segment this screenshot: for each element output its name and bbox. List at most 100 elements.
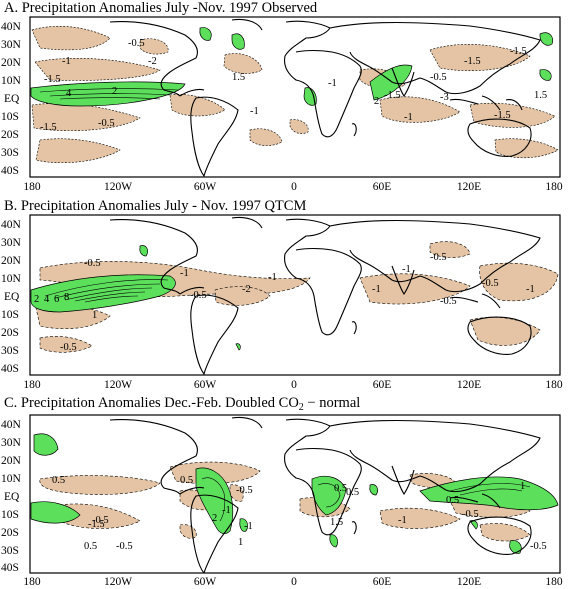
contour-label: 2 xyxy=(34,294,39,305)
lon-label: 120E xyxy=(457,576,481,588)
panel-c-coastlines xyxy=(109,416,541,573)
contour-label: -0.5 xyxy=(92,515,109,526)
contour-label: -1 xyxy=(244,521,253,532)
lat-label: 30N xyxy=(1,437,22,449)
contour-label: -1.5 xyxy=(44,74,61,85)
panel-b-lat-labels: 40N 30N 20N 10N EQ 10S 20S 30S 40S xyxy=(1,219,22,375)
contour-label: -1.5 xyxy=(494,110,511,121)
contour-label: -1 xyxy=(526,284,535,295)
contour-label: -1 xyxy=(250,106,259,117)
lat-label: 30N xyxy=(1,39,22,51)
contour-label: -0.5 xyxy=(236,485,253,496)
lat-label: 10N xyxy=(1,473,22,485)
panel-a-coastlines xyxy=(109,18,541,177)
lat-label: 20N xyxy=(1,455,22,467)
contour-label: 2 xyxy=(212,513,217,524)
panel-a-contour-labels: -0.5 -1.5 -1 -2 4 2 -0.5 -1.5 1.5 -1 -1 … xyxy=(40,38,547,133)
contour-label: -1 xyxy=(222,505,231,516)
lon-label: 120E xyxy=(457,181,481,193)
lon-label: 180 xyxy=(23,181,41,193)
contour-label: -1 xyxy=(268,272,277,283)
lat-label: 20N xyxy=(1,255,22,267)
panel-a: A. Precipitation Anomalies July -Nov. 19… xyxy=(0,0,570,196)
lon-label: 120W xyxy=(104,379,132,391)
contour-label: -1 xyxy=(62,56,71,67)
contour-label: 1.5 xyxy=(330,517,343,528)
contour-label: -1.5 xyxy=(384,90,401,101)
lat-label: 40S xyxy=(1,363,19,375)
lat-label: 30S xyxy=(1,345,19,357)
panel-c-positive-contours xyxy=(201,477,531,522)
lat-label: EQ xyxy=(4,291,20,303)
contour-label: 1.5 xyxy=(534,90,547,101)
lat-label: 30N xyxy=(1,237,22,249)
lon-label: 60W xyxy=(194,379,217,391)
panel-b-map: -0.5 -1 -0.5 -2 -1 -1 -0.5 -1 -0.5 -1 -0… xyxy=(1,214,563,391)
lat-label: 30S xyxy=(1,147,19,159)
lat-label: 40N xyxy=(1,21,22,33)
panel-c-lon-labels: 180 120W 60W 0 60E 120E 180 xyxy=(23,576,563,588)
contour-label: -0.5 xyxy=(128,38,145,49)
lon-label: 60E xyxy=(373,181,392,193)
contour-label: 2 xyxy=(112,86,117,97)
panel-c-map: 0.5 -0.5 -0.5 0.5 2 -1 -1 0.5 1.5 0.5 0.… xyxy=(1,414,563,588)
contour-label: 8 xyxy=(64,292,69,303)
panel-b-positive-contours xyxy=(44,279,169,303)
contour-label: 4 xyxy=(66,88,72,99)
panel-a-lat-labels: 40N 30N 20N 10N EQ 10S 20S 30S 40S xyxy=(1,21,22,177)
panel-c-title: C. Precipitation Anomalies Dec.-Feb. Dou… xyxy=(4,395,360,413)
lon-label: 180 xyxy=(545,576,563,588)
panel-c-lat-labels: 40N 30N 20N 10N EQ 10S 20S 30S 40S xyxy=(1,419,22,574)
contour-label: -1.5 xyxy=(510,46,527,57)
contour-label: -0.5 xyxy=(60,342,77,353)
panel-c: C. Precipitation Anomalies Dec.-Feb. Dou… xyxy=(0,395,570,589)
lon-label: 120E xyxy=(457,379,481,391)
lon-label: 180 xyxy=(23,576,41,588)
lat-label: 40S xyxy=(1,165,19,177)
lat-label: 10N xyxy=(1,273,22,285)
lat-label: 10S xyxy=(1,309,19,321)
contour-label: 1 xyxy=(92,310,97,321)
panel-c-title-main: C. Precipitation Anomalies Dec.-Feb. Dou… xyxy=(4,395,299,411)
panel-b-lon-labels: 180 120W 60W 0 60E 120E 180 xyxy=(23,379,563,391)
panel-a-positive-contours xyxy=(39,88,179,100)
contour-label: 0.5 xyxy=(52,475,65,486)
panel-a-lon-labels: 180 120W 60W 0 60E 120E 180 xyxy=(23,181,563,193)
contour-label: -0.5 xyxy=(482,278,499,289)
lat-label: 20S xyxy=(1,129,19,141)
lat-label: EQ xyxy=(4,93,20,105)
contour-label: 1 xyxy=(238,537,243,548)
contour-label: -2 xyxy=(148,56,157,67)
lat-label: 30S xyxy=(1,545,19,557)
lon-label: 60E xyxy=(373,379,392,391)
panel-b-title: B. Precipitation Anomalies July - Nov. 1… xyxy=(4,198,307,214)
contour-label: 0.5 xyxy=(84,541,97,552)
contour-label: -1 xyxy=(328,78,337,89)
contour-label: 0.5 xyxy=(334,483,347,494)
lat-label: 10S xyxy=(1,509,19,521)
contour-label: -1 xyxy=(398,515,407,526)
lon-label: 120W xyxy=(104,181,132,193)
panel-b-contour-labels: -0.5 -1 -0.5 -2 -1 -1 -0.5 -1 -0.5 -1 -0… xyxy=(34,252,535,353)
contour-label: -3 xyxy=(440,92,449,103)
panel-a-negative-anomaly-areas xyxy=(31,26,559,164)
lon-label: 180 xyxy=(545,181,563,193)
contour-label: -0.5 xyxy=(98,118,115,129)
contour-label: 0.5 xyxy=(446,495,459,506)
lat-label: 40N xyxy=(1,419,22,431)
lat-label: 10N xyxy=(1,75,22,87)
contour-label: -2 xyxy=(242,284,251,295)
lat-label: 20S xyxy=(1,527,19,539)
contour-label: -1.5 xyxy=(464,56,481,67)
contour-label: -1 xyxy=(372,284,381,295)
contour-label: -1.5 xyxy=(88,519,105,530)
lon-label: 180 xyxy=(545,379,563,391)
lon-label: 60W xyxy=(194,576,217,588)
contour-label: -1.5 xyxy=(40,122,57,133)
lat-label: EQ xyxy=(4,491,20,503)
contour-label: 2 xyxy=(374,96,379,107)
panel-b: B. Precipitation Anomalies July - Nov. 1… xyxy=(0,198,570,394)
contour-label: -0.5 xyxy=(462,509,479,520)
lon-label: 180 xyxy=(23,379,41,391)
lon-label: 120W xyxy=(104,576,132,588)
